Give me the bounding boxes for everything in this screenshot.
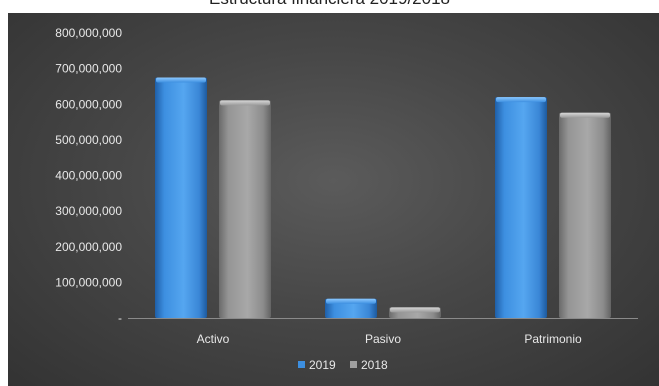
- y-tick-label: 800,000,000: [55, 26, 122, 40]
- x-tick-label: Activo: [197, 332, 230, 346]
- y-tick-label: 600,000,000: [55, 97, 122, 111]
- legend-swatch-2018: [350, 361, 357, 368]
- y-tick-label: 300,000,000: [55, 204, 122, 218]
- legend-swatch-2019: [298, 361, 305, 368]
- y-tick-label: 400,000,000: [55, 169, 122, 183]
- bars: [155, 77, 611, 318]
- y-tick-label: 700,000,000: [55, 62, 122, 76]
- bar-top-2018-patrimonio: [560, 112, 610, 118]
- x-axis: Activo Pasivo Patrimonio: [128, 318, 638, 346]
- bar-top-2018-pasivo: [390, 307, 440, 313]
- x-tick-label: Patrimonio: [524, 332, 582, 346]
- chart-title: Estructura financiera 2019/2018: [0, 0, 659, 13]
- y-tick-label: 500,000,000: [55, 133, 122, 147]
- bar-chart: - 100,000,000 200,000,000 300,000,000 400,00…: [55, 26, 638, 372]
- bar-top-2019-activo: [156, 77, 206, 83]
- y-tick-label: 200,000,000: [55, 240, 122, 254]
- legend-label-2018: 2018: [361, 358, 388, 372]
- y-tick-label: -: [118, 311, 122, 325]
- chart-area: - 100,000,000 200,000,000 300,000,000 400,00…: [8, 13, 659, 386]
- bar-2018-activo: [219, 100, 271, 318]
- legend: 2019 2018: [298, 358, 388, 372]
- bar-top-2018-activo: [220, 100, 270, 106]
- bar-2018-patrimonio: [559, 112, 611, 318]
- bar-2019-patrimonio: [495, 97, 547, 318]
- bar-2019-activo: [155, 77, 207, 318]
- legend-label-2019: 2019: [309, 358, 336, 372]
- bar-top-2019-pasivo: [326, 298, 376, 304]
- bar-top-2019-patrimonio: [496, 97, 546, 103]
- y-tick-label: 100,000,000: [55, 275, 122, 289]
- y-axis: - 100,000,000 200,000,000 300,000,000 400,00…: [55, 26, 122, 325]
- x-tick-label: Pasivo: [365, 332, 401, 346]
